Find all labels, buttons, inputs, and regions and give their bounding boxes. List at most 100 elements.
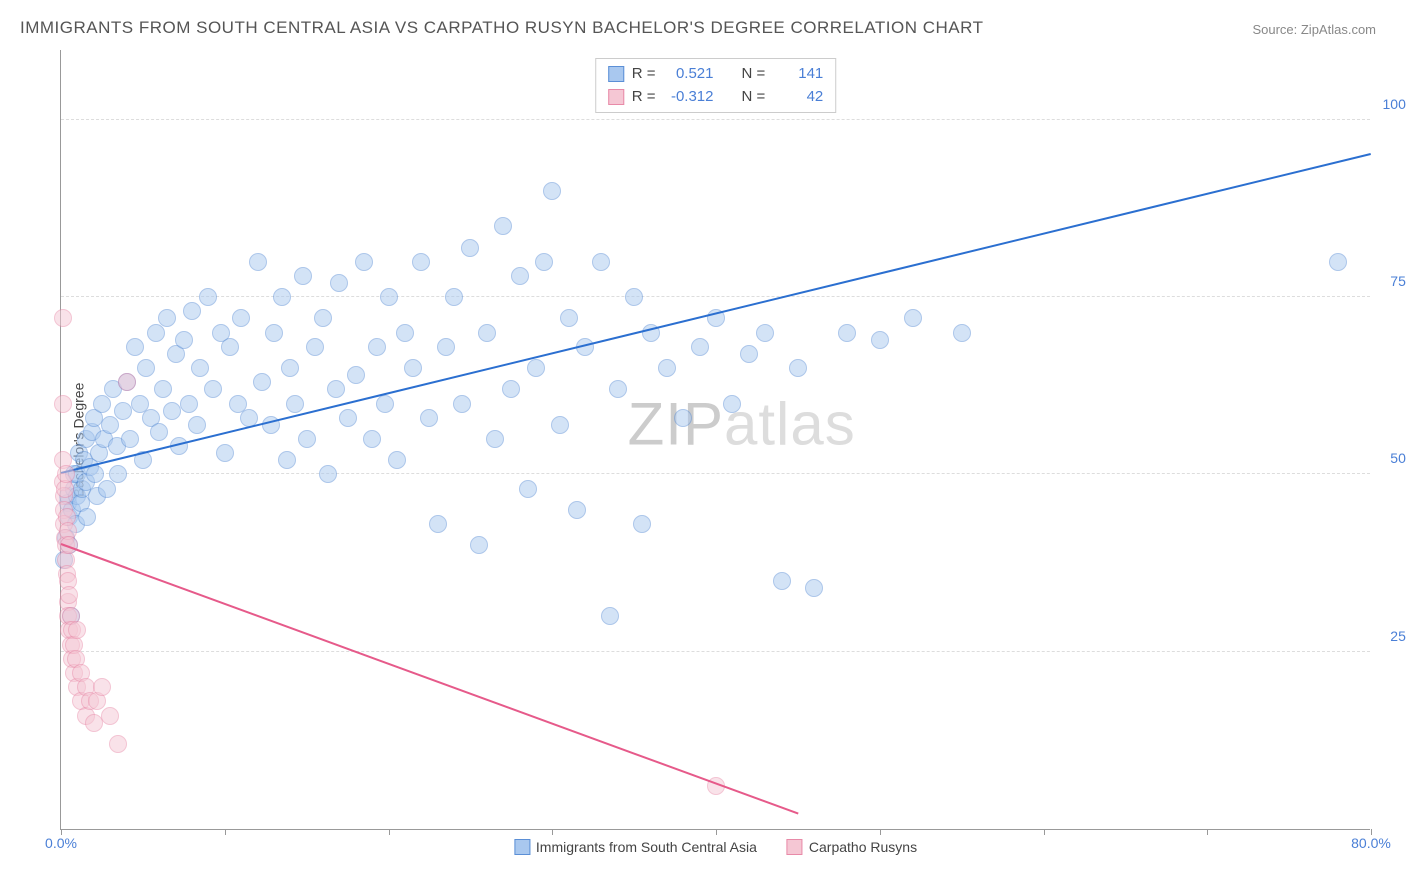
trend-line (61, 153, 1371, 474)
scatter-point (511, 267, 529, 285)
scatter-point (278, 451, 296, 469)
scatter-point (319, 465, 337, 483)
scatter-point (380, 288, 398, 306)
gridline (61, 119, 1370, 120)
scatter-point (437, 338, 455, 356)
scatter-point (118, 373, 136, 391)
watermark: ZIPatlas (628, 389, 856, 458)
scatter-point (551, 416, 569, 434)
scatter-point (114, 402, 132, 420)
scatter-point (609, 380, 627, 398)
gridline (61, 296, 1370, 297)
scatter-point (592, 253, 610, 271)
y-tick-label: 75.0% (1375, 273, 1406, 289)
bottom-legend: Immigrants from South Central AsiaCarpat… (514, 839, 917, 855)
scatter-point (568, 501, 586, 519)
scatter-point (204, 380, 222, 398)
scatter-point (601, 607, 619, 625)
scatter-point (723, 395, 741, 413)
scatter-point (68, 621, 86, 639)
scatter-point (294, 267, 312, 285)
scatter-point (502, 380, 520, 398)
scatter-point (191, 359, 209, 377)
chart-title: IMMIGRANTS FROM SOUTH CENTRAL ASIA VS CA… (20, 18, 984, 38)
scatter-point (330, 274, 348, 292)
scatter-point (658, 359, 676, 377)
scatter-point (527, 359, 545, 377)
scatter-point (691, 338, 709, 356)
x-tick (880, 829, 881, 835)
scatter-point (633, 515, 651, 533)
scatter-point (163, 402, 181, 420)
x-tick (552, 829, 553, 835)
r-value: 0.521 (664, 63, 714, 86)
scatter-point (253, 373, 271, 391)
scatter-point (78, 508, 96, 526)
scatter-point (560, 309, 578, 327)
scatter-point (286, 395, 304, 413)
scatter-point (412, 253, 430, 271)
scatter-point (314, 309, 332, 327)
scatter-point (355, 253, 373, 271)
y-tick-label: 50.0% (1375, 450, 1406, 466)
scatter-point (175, 331, 193, 349)
legend-label: Carpatho Rusyns (809, 839, 917, 855)
scatter-point (154, 380, 172, 398)
scatter-point (445, 288, 463, 306)
scatter-point (273, 288, 291, 306)
trend-line (61, 543, 799, 814)
x-tick (716, 829, 717, 835)
scatter-point (740, 345, 758, 363)
scatter-point (838, 324, 856, 342)
scatter-point (420, 409, 438, 427)
stats-legend-box: R =0.521N =141R =-0.312N =42 (595, 58, 837, 113)
scatter-point (674, 409, 692, 427)
scatter-point (339, 409, 357, 427)
scatter-point (461, 239, 479, 257)
scatter-point (404, 359, 422, 377)
scatter-point (756, 324, 774, 342)
scatter-point (150, 423, 168, 441)
scatter-point (904, 309, 922, 327)
legend-swatch (608, 66, 624, 82)
scatter-point (249, 253, 267, 271)
legend-swatch (787, 839, 803, 855)
scatter-point (347, 366, 365, 384)
scatter-point (376, 395, 394, 413)
scatter-point (306, 338, 324, 356)
scatter-point (93, 678, 111, 696)
n-label: N = (742, 63, 766, 86)
scatter-point (486, 430, 504, 448)
scatter-point (188, 416, 206, 434)
scatter-point (54, 309, 72, 327)
scatter-point (298, 430, 316, 448)
stats-row: R =-0.312N =42 (608, 86, 824, 109)
scatter-point (121, 430, 139, 448)
scatter-point (396, 324, 414, 342)
scatter-point (327, 380, 345, 398)
n-value: 42 (773, 86, 823, 109)
legend-swatch (608, 89, 624, 105)
scatter-point (158, 309, 176, 327)
scatter-point (519, 480, 537, 498)
scatter-point (805, 579, 823, 597)
scatter-point (1329, 253, 1347, 271)
scatter-point (871, 331, 889, 349)
scatter-point (221, 338, 239, 356)
legend-item: Carpatho Rusyns (787, 839, 917, 855)
scatter-point (388, 451, 406, 469)
scatter-point (137, 359, 155, 377)
x-tick (1044, 829, 1045, 835)
x-tick-label: 80.0% (1351, 835, 1391, 851)
x-tick (389, 829, 390, 835)
scatter-point (60, 586, 78, 604)
scatter-point (126, 338, 144, 356)
legend-swatch (514, 839, 530, 855)
n-value: 141 (773, 63, 823, 86)
chart-plot-area: Bachelor's Degree ZIPatlas R =0.521N =14… (60, 50, 1370, 830)
scatter-point (429, 515, 447, 533)
scatter-point (363, 430, 381, 448)
stats-row: R =0.521N =141 (608, 63, 824, 86)
scatter-point (470, 536, 488, 554)
x-tick (1207, 829, 1208, 835)
